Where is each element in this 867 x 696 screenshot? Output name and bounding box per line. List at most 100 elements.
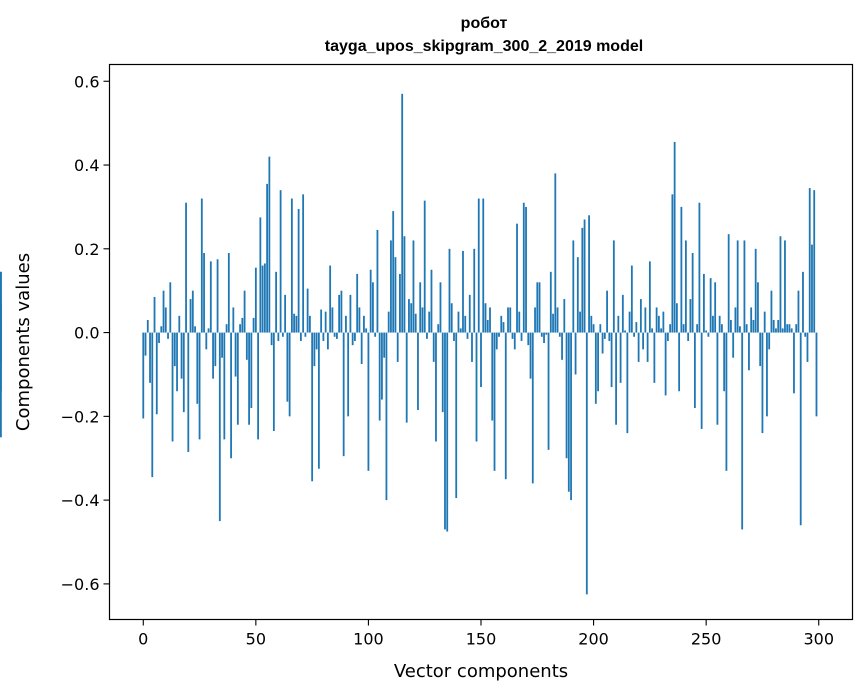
bar-46 (245, 332, 248, 360)
bar-191 (572, 240, 575, 333)
x-tick-label: 300 (803, 630, 834, 649)
bar-163 (509, 307, 512, 333)
bar-103 (374, 332, 377, 337)
bar-98 (363, 315, 365, 333)
bar-5 (153, 296, 156, 333)
bar-262 (732, 332, 735, 358)
bar-122 (417, 332, 419, 411)
x-tick-label: 150 (466, 630, 497, 649)
bar-170 (525, 206, 527, 333)
x-tick-label: 100 (353, 630, 384, 649)
bar-207 (608, 332, 611, 341)
bar-246 (696, 324, 699, 333)
bar-101 (369, 269, 372, 333)
bar-158 (498, 332, 500, 337)
bar-230 (660, 328, 663, 333)
bar-248 (700, 332, 703, 429)
bar-202 (597, 332, 599, 392)
bar-42 (236, 332, 239, 425)
bar-240 (682, 324, 685, 333)
chart-title: робот (461, 15, 508, 32)
bar-38 (227, 252, 230, 333)
bar-40 (232, 307, 235, 333)
bar-250 (705, 330, 708, 333)
bar-126 (426, 332, 428, 339)
bar-259 (725, 332, 728, 471)
bar-291 (797, 290, 800, 333)
bar-34 (218, 332, 221, 522)
bar-60 (277, 332, 280, 341)
bar-59 (275, 271, 278, 333)
bar-62 (281, 332, 284, 337)
bar-140 (457, 311, 460, 333)
bar-189 (567, 332, 570, 492)
bar-142 (462, 250, 464, 333)
bar-7 (158, 332, 160, 344)
bar-28 (205, 332, 208, 350)
bar-290 (795, 324, 798, 333)
y-axis-label: Components values (13, 253, 34, 431)
bar-281 (775, 328, 777, 333)
bar-77 (315, 332, 318, 350)
bar-264 (736, 240, 739, 333)
bar-83 (329, 265, 332, 333)
bar-137 (450, 303, 453, 333)
bar-204 (601, 332, 604, 354)
bar-196 (583, 219, 586, 333)
bar-55 (266, 183, 269, 333)
bar-233 (666, 332, 669, 341)
bar-211 (617, 315, 620, 333)
bar-96 (358, 307, 361, 333)
bar-214 (624, 330, 626, 333)
bar-149 (477, 198, 480, 333)
bar-179 (545, 332, 548, 335)
bar-285 (784, 240, 786, 333)
bar-210 (615, 332, 617, 425)
y-tick-label: 0.4 (74, 156, 99, 175)
bar-171 (527, 332, 530, 346)
bar-257 (721, 324, 723, 333)
bar-187 (563, 299, 566, 333)
bar-173 (531, 332, 534, 484)
bar-260 (727, 234, 730, 333)
bar-16 (178, 315, 181, 333)
bar-124 (421, 307, 424, 333)
bar-292 (799, 332, 802, 526)
bar-15 (176, 332, 178, 392)
bar-41 (234, 332, 237, 377)
bar-151 (482, 198, 485, 333)
bar-160 (502, 322, 505, 333)
bar-144 (466, 332, 469, 339)
bar-100 (367, 332, 370, 471)
bar-23 (194, 326, 196, 333)
bar-205 (603, 332, 606, 339)
y-axis-ticks: −0.6 −0.4 −0.2 0.0 0.2 0.4 0.6 (61, 72, 110, 594)
bar-94 (354, 332, 356, 341)
bar-232 (664, 332, 667, 396)
bar-155 (491, 332, 494, 421)
bar-243 (689, 299, 692, 333)
bar-134 (444, 332, 446, 530)
bar-180 (547, 332, 550, 450)
y-tick-label: 0.6 (74, 72, 99, 91)
bar-286 (786, 324, 789, 333)
bar-219 (635, 322, 638, 333)
bar-237 (675, 303, 678, 333)
bar-268 (745, 324, 748, 333)
bar-206 (606, 290, 608, 333)
bar-223 (644, 307, 647, 333)
bar-193 (576, 257, 579, 333)
bar-48 (250, 332, 253, 408)
bar-95 (356, 273, 359, 333)
bar-190 (570, 332, 572, 501)
bar-4 (151, 332, 154, 478)
bar-undefined (0, 332, 2, 362)
bar-136 (448, 248, 451, 333)
bar-64 (286, 332, 289, 402)
bar-114 (399, 273, 401, 333)
bar-14 (173, 332, 176, 367)
bar-278 (768, 332, 771, 350)
bar-29 (207, 328, 210, 333)
bar-71 (302, 194, 305, 333)
bar-117 (405, 332, 408, 423)
